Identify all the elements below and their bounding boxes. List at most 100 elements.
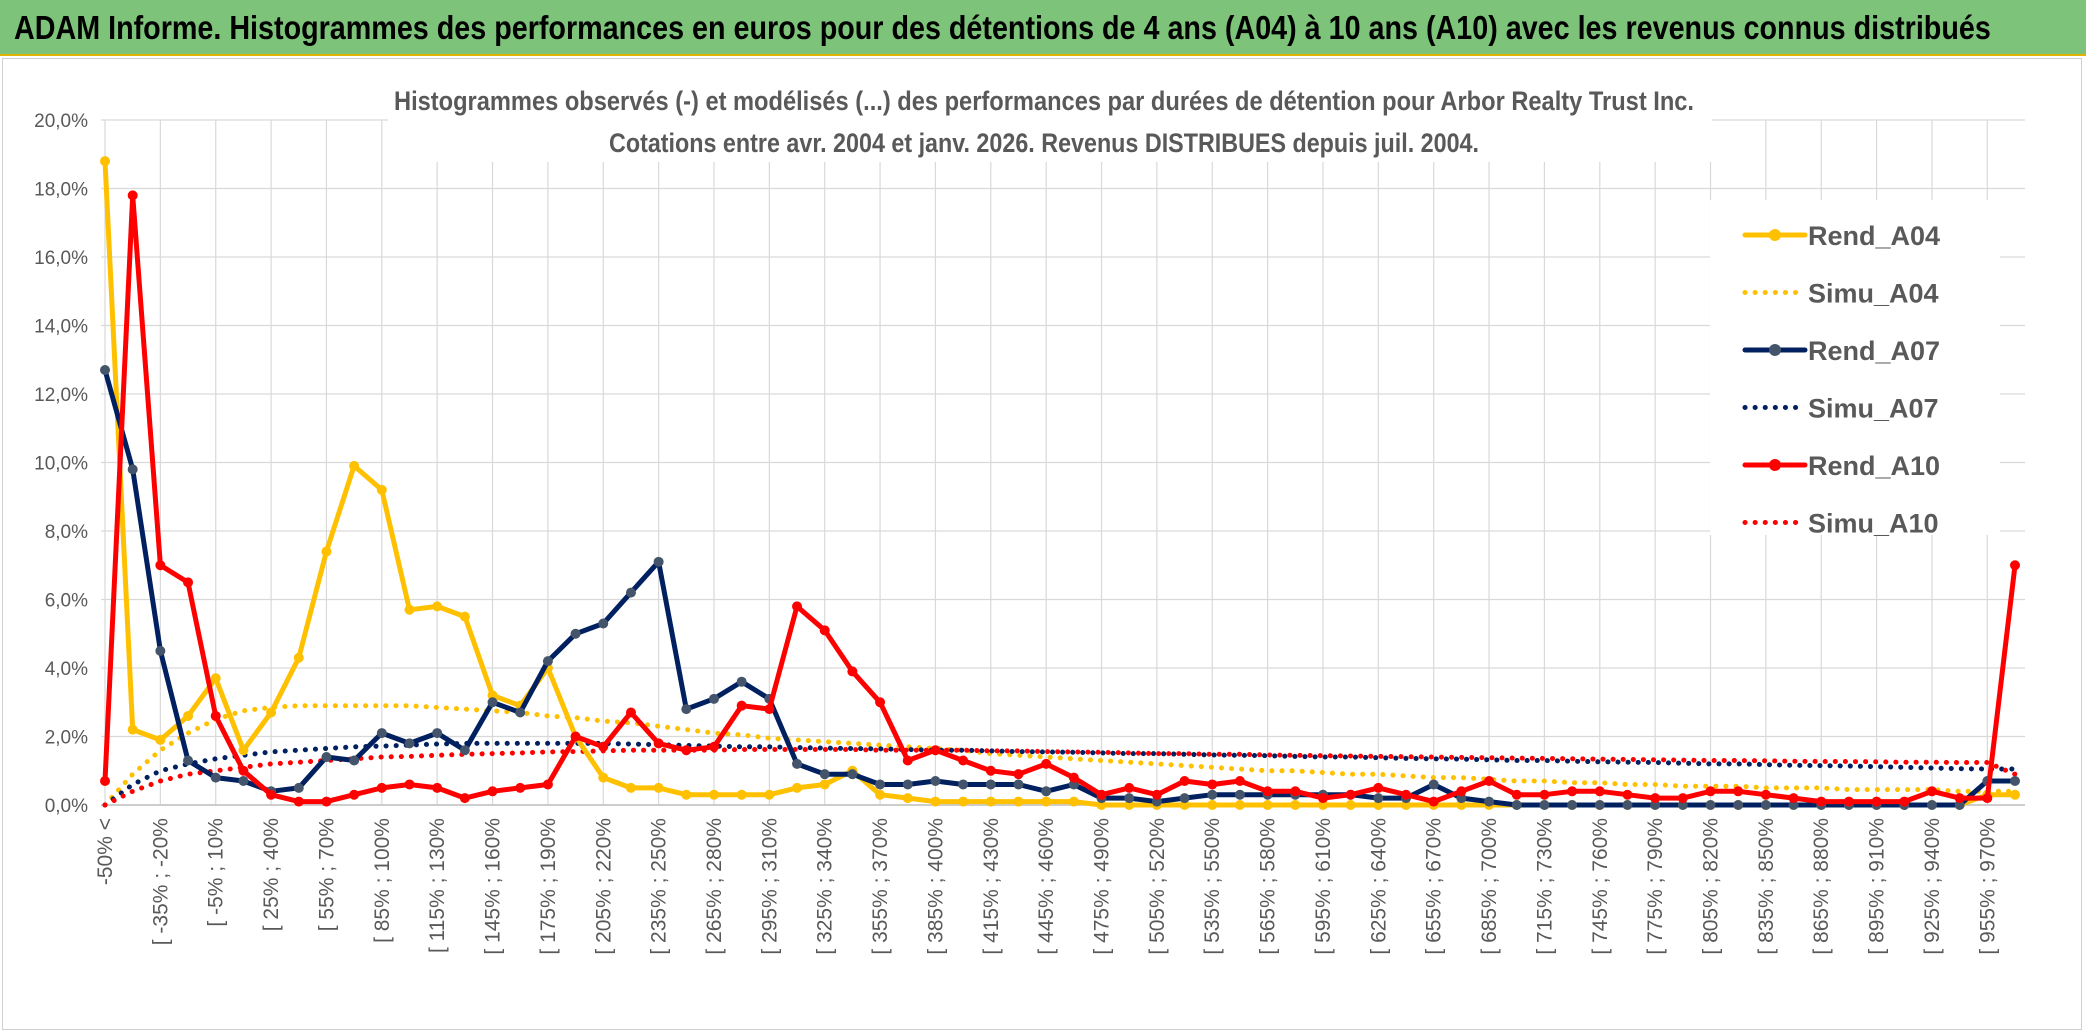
data-point-rend-a04 bbox=[238, 745, 249, 756]
x-tick-label: [ 745% ; 760% bbox=[1589, 818, 1612, 955]
data-point-rend-a10 bbox=[1760, 789, 1771, 800]
data-point-rend-a10 bbox=[1843, 796, 1854, 807]
report-banner: ADAM Informe. Histogrammes des performan… bbox=[0, 0, 2086, 56]
data-point-rend-a07 bbox=[1207, 789, 1218, 800]
data-point-rend-a07 bbox=[293, 782, 304, 793]
data-point-rend-a07 bbox=[1622, 800, 1633, 810]
data-point-rend-a07 bbox=[930, 776, 941, 787]
data-point-rend-a07 bbox=[515, 707, 526, 718]
x-tick-label: [ 445% ; 460% bbox=[1035, 818, 1058, 955]
data-point-rend-a10 bbox=[792, 601, 803, 612]
data-point-rend-a10 bbox=[1650, 793, 1661, 804]
x-tick-label: [ 925% ; 940% bbox=[1921, 818, 1944, 955]
series-group bbox=[100, 156, 2020, 810]
data-point-rend-a04 bbox=[1179, 800, 1190, 810]
chart-frame bbox=[2, 58, 2082, 1030]
data-point-rend-a10 bbox=[1816, 796, 1827, 807]
data-point-rend-a10 bbox=[1484, 776, 1495, 787]
data-point-rend-a04 bbox=[1401, 800, 1412, 810]
data-point-rend-a04 bbox=[376, 484, 387, 495]
data-point-rend-a10 bbox=[1401, 789, 1412, 800]
data-point-rend-a10 bbox=[210, 710, 221, 721]
x-tick-label: [ 895% ; 910% bbox=[1866, 818, 1889, 955]
data-point-rend-a10 bbox=[321, 796, 332, 807]
data-point-rend-a04 bbox=[958, 796, 969, 807]
data-point-rend-a10 bbox=[1871, 796, 1882, 807]
legend-label-simu-a07: Simu_A07 bbox=[1808, 394, 1939, 424]
x-tick-label: [ 655% ; 670% bbox=[1423, 818, 1446, 955]
data-point-rend-a10 bbox=[1345, 789, 1356, 800]
y-tick-label: 8,0% bbox=[45, 522, 88, 543]
x-tick-label: [ 115% ; 130% bbox=[426, 818, 449, 953]
x-tick-label: [ 955% ; 970% bbox=[1976, 818, 1999, 955]
series-line-simu-a07 bbox=[102, 740, 2018, 808]
data-point-rend-a10 bbox=[736, 700, 747, 711]
legend-marker-rend-a04 bbox=[1769, 229, 1781, 241]
data-point-rend-a04 bbox=[1456, 800, 1467, 810]
x-tick-label: [ 415% ; 430% bbox=[980, 818, 1003, 955]
data-point-rend-a07 bbox=[1179, 793, 1190, 804]
data-point-rend-a10 bbox=[930, 745, 941, 756]
data-point-rend-a07 bbox=[2010, 776, 2020, 787]
data-point-rend-a07 bbox=[819, 769, 830, 780]
data-point-rend-a10 bbox=[404, 779, 415, 790]
data-point-rend-a10 bbox=[1982, 793, 1993, 804]
data-point-rend-a07 bbox=[985, 779, 996, 790]
x-tick-label: [ 775% ; 790% bbox=[1644, 818, 1667, 955]
data-point-rend-a07 bbox=[100, 365, 110, 376]
data-point-rend-a04 bbox=[930, 796, 941, 807]
data-point-rend-a10 bbox=[958, 755, 969, 766]
data-point-rend-a07 bbox=[902, 779, 913, 790]
data-point-rend-a04 bbox=[1234, 800, 1245, 810]
data-point-rend-a07 bbox=[1705, 800, 1716, 810]
data-point-rend-a04 bbox=[1262, 800, 1273, 810]
x-tick-label: [ 835% ; 850% bbox=[1755, 818, 1778, 955]
legend-label-rend-a10: Rend_A10 bbox=[1808, 451, 1940, 481]
data-point-rend-a10 bbox=[459, 793, 470, 804]
data-point-rend-a07 bbox=[349, 755, 360, 766]
x-tick-label: [ 85% ; 100% bbox=[371, 818, 394, 943]
y-tick-label: 2,0% bbox=[45, 728, 88, 749]
series-line-rend-a10 bbox=[102, 192, 2018, 805]
data-point-rend-a04 bbox=[321, 546, 332, 557]
data-point-rend-a10 bbox=[266, 789, 277, 800]
chart-subtitle: Cotations entre avr. 2004 et janv. 2026.… bbox=[609, 128, 1479, 158]
data-point-rend-a04 bbox=[459, 611, 470, 622]
data-point-rend-a10 bbox=[1207, 779, 1218, 790]
data-point-rend-a04 bbox=[100, 156, 110, 167]
legend-marker-rend-a10 bbox=[1769, 459, 1781, 471]
y-tick-label: 4,0% bbox=[45, 659, 88, 680]
y-tick-label: 12,0% bbox=[34, 385, 88, 406]
data-point-rend-a04 bbox=[1207, 800, 1218, 810]
x-tick-label: [ 55% ; 70% bbox=[315, 818, 338, 931]
x-tick-label: [ 235% ; 250% bbox=[648, 818, 671, 955]
data-point-rend-a04 bbox=[708, 789, 719, 800]
x-tick-label: [ 805% ; 820% bbox=[1700, 818, 1723, 955]
data-point-rend-a10 bbox=[127, 190, 138, 201]
data-point-rend-a07 bbox=[459, 745, 470, 756]
data-point-rend-a07 bbox=[321, 752, 332, 763]
data-point-rend-a10 bbox=[1179, 776, 1190, 787]
data-point-rend-a04 bbox=[653, 782, 664, 793]
data-point-rend-a04 bbox=[625, 782, 636, 793]
data-point-rend-a10 bbox=[847, 666, 858, 677]
data-point-rend-a04 bbox=[819, 779, 830, 790]
data-point-rend-a10 bbox=[570, 731, 581, 742]
data-point-rend-a07 bbox=[376, 728, 387, 739]
x-tick-label: [ 685% ; 700% bbox=[1478, 818, 1501, 955]
data-point-rend-a10 bbox=[1317, 793, 1328, 804]
data-point-rend-a10 bbox=[183, 577, 194, 588]
data-point-rend-a04 bbox=[404, 604, 415, 615]
legend-backdrop bbox=[1710, 200, 2000, 535]
series-line-simu-a04 bbox=[102, 703, 2018, 808]
data-point-rend-a07 bbox=[1539, 800, 1550, 810]
data-point-rend-a10 bbox=[1013, 769, 1024, 780]
data-point-rend-a10 bbox=[1954, 793, 1965, 804]
data-point-rend-a07 bbox=[127, 464, 138, 475]
data-point-rend-a04 bbox=[764, 789, 775, 800]
data-point-rend-a07 bbox=[598, 618, 609, 629]
data-point-rend-a07 bbox=[681, 704, 692, 715]
legend-marker-rend-a07 bbox=[1769, 344, 1781, 356]
data-point-rend-a04 bbox=[792, 782, 803, 793]
chart-title-backdrop bbox=[388, 80, 1712, 162]
